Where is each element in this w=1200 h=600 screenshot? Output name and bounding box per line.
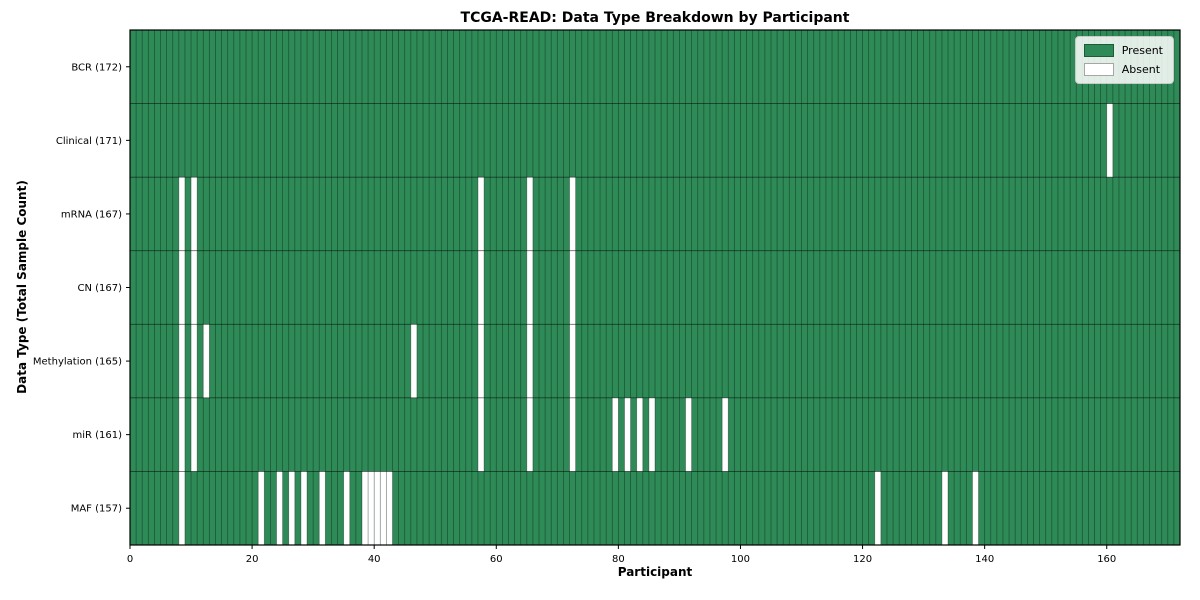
heatmap-cell-absent <box>636 397 643 472</box>
heatmap-cell-absent <box>569 397 576 472</box>
heatmap-cell-absent <box>178 177 185 251</box>
x-tick-label: 160 <box>1097 554 1116 565</box>
legend-label-absent: Absent <box>1121 63 1161 76</box>
heatmap-cell-absent <box>941 471 949 545</box>
legend-item-present: Present <box>1083 44 1163 57</box>
heatmap-cell-absent <box>648 397 655 472</box>
heatmap-cell-absent <box>203 324 210 398</box>
heatmap-cell-absent <box>191 324 198 398</box>
heatmap-cell-absent <box>258 471 265 545</box>
heatmap-cell-absent <box>288 471 295 545</box>
heatmap-cell-absent <box>300 471 308 545</box>
heatmap-cell-absent <box>477 324 485 398</box>
heatmap-cell-absent <box>410 324 417 398</box>
heatmap-cell-absent <box>361 471 369 545</box>
heatmap-cell-absent <box>526 397 533 472</box>
y-tick-label: BCR (172) <box>71 62 122 73</box>
heatmap-cell-absent <box>319 471 326 545</box>
heatmap-cell-absent <box>178 397 185 472</box>
heatmap-cell-absent <box>569 250 576 325</box>
heatmap-cell-absent <box>477 250 485 325</box>
heatmap-cell-absent <box>386 471 393 545</box>
heatmap-cell-absent <box>612 397 619 472</box>
heatmap-cell-absent <box>343 471 350 545</box>
y-axis-label: Data Type (Total Sample Count) <box>15 180 29 394</box>
heatmap-cell-absent <box>191 250 198 325</box>
heatmap-cell-absent <box>972 471 979 545</box>
present-swatch <box>1083 44 1114 57</box>
heatmap-cell-absent <box>477 177 485 251</box>
y-tick-label: MAF (157) <box>71 504 122 515</box>
x-tick-label: 120 <box>853 554 872 565</box>
heatmap-cell-absent <box>526 177 533 251</box>
legend: Present Absent <box>1074 36 1174 84</box>
heatmap-cell-absent <box>191 397 198 472</box>
heatmap-cell-absent <box>477 397 485 472</box>
absent-swatch <box>1083 63 1114 76</box>
heatmap-cell-absent <box>374 471 381 545</box>
heatmap-cell-absent <box>178 324 185 398</box>
heatmap-cell-absent <box>569 324 576 398</box>
heatmap-cell-absent <box>874 471 881 545</box>
y-tick-label: mRNA (167) <box>61 209 122 220</box>
x-tick-label: 20 <box>246 554 259 565</box>
heatmap-cell-absent <box>722 397 729 472</box>
heatmap-cell-absent <box>624 397 631 472</box>
heatmap-cell-absent <box>569 177 576 251</box>
x-tick-label: 80 <box>612 554 625 565</box>
heatmap-cell-absent <box>1106 103 1113 178</box>
heatmap-cell-absent <box>178 471 185 545</box>
heatmap-cell-absent <box>191 177 198 251</box>
chart-title: TCGA-READ: Data Type Breakdown by Partic… <box>460 10 850 26</box>
x-tick-label: 0 <box>127 554 133 565</box>
legend-label-present: Present <box>1121 44 1163 57</box>
heatmap-cell-absent <box>178 250 185 325</box>
y-tick-label: Clinical (171) <box>56 136 122 147</box>
x-tick-label: 100 <box>731 554 750 565</box>
y-tick-label: CN (167) <box>77 283 122 294</box>
x-tick-label: 140 <box>975 554 994 565</box>
x-tick-label: 60 <box>490 554 503 565</box>
heatmap-cell-absent <box>368 471 375 545</box>
y-tick-label: miR (161) <box>72 430 122 441</box>
heatmap-cell-absent <box>526 250 533 325</box>
heatmap-cell-absent <box>276 471 283 545</box>
heatmap-cell-absent <box>526 324 533 398</box>
x-axis-label: Participant <box>617 565 693 579</box>
y-tick-label: Methylation (165) <box>33 357 122 368</box>
x-tick-label: 40 <box>368 554 381 565</box>
legend-item-absent: Absent <box>1083 63 1163 76</box>
heatmap-cell-absent <box>685 397 692 472</box>
heatmap-cell-absent <box>380 471 387 545</box>
